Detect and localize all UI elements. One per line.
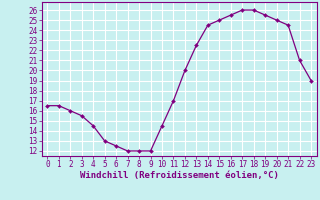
- X-axis label: Windchill (Refroidissement éolien,°C): Windchill (Refroidissement éolien,°C): [80, 171, 279, 180]
